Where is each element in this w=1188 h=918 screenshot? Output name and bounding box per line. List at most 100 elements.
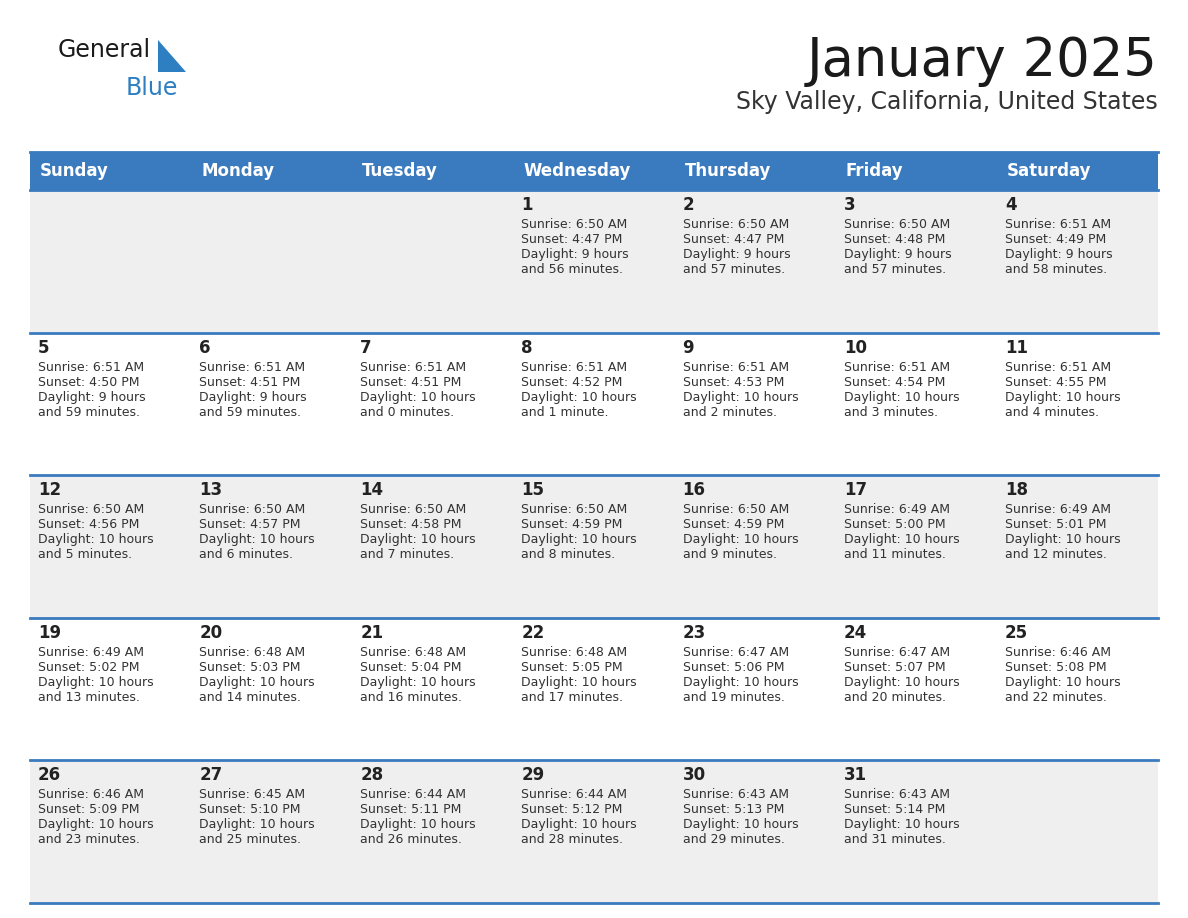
- Text: Sunrise: 6:48 AM: Sunrise: 6:48 AM: [360, 645, 467, 659]
- Text: Daylight: 10 hours: Daylight: 10 hours: [683, 533, 798, 546]
- Text: and 7 minutes.: and 7 minutes.: [360, 548, 455, 561]
- Text: 22: 22: [522, 624, 544, 642]
- Text: Daylight: 10 hours: Daylight: 10 hours: [38, 819, 153, 832]
- Text: and 22 minutes.: and 22 minutes.: [1005, 691, 1107, 704]
- Text: and 9 minutes.: and 9 minutes.: [683, 548, 777, 561]
- Text: and 0 minutes.: and 0 minutes.: [360, 406, 455, 419]
- Text: and 23 minutes.: and 23 minutes.: [38, 834, 140, 846]
- Text: Sunrise: 6:49 AM: Sunrise: 6:49 AM: [1005, 503, 1111, 516]
- Text: Sunset: 5:10 PM: Sunset: 5:10 PM: [200, 803, 301, 816]
- Text: Sunset: 4:51 PM: Sunset: 4:51 PM: [200, 375, 301, 388]
- Text: 19: 19: [38, 624, 61, 642]
- Text: Daylight: 10 hours: Daylight: 10 hours: [522, 819, 637, 832]
- Text: Sunrise: 6:50 AM: Sunrise: 6:50 AM: [522, 503, 627, 516]
- Text: Sunrise: 6:50 AM: Sunrise: 6:50 AM: [200, 503, 305, 516]
- Text: Daylight: 9 hours: Daylight: 9 hours: [522, 248, 630, 261]
- Text: and 19 minutes.: and 19 minutes.: [683, 691, 784, 704]
- Text: Thursday: Thursday: [684, 162, 771, 180]
- Text: Sunrise: 6:51 AM: Sunrise: 6:51 AM: [1005, 361, 1111, 374]
- Text: Daylight: 10 hours: Daylight: 10 hours: [200, 533, 315, 546]
- Text: 9: 9: [683, 339, 694, 356]
- Bar: [513, 152, 675, 190]
- Text: Sunrise: 6:50 AM: Sunrise: 6:50 AM: [38, 503, 144, 516]
- Text: Sunset: 4:59 PM: Sunset: 4:59 PM: [522, 518, 623, 532]
- Text: Sunset: 4:47 PM: Sunset: 4:47 PM: [522, 233, 623, 246]
- Text: Daylight: 10 hours: Daylight: 10 hours: [38, 533, 153, 546]
- Text: 2: 2: [683, 196, 694, 214]
- Text: Sunrise: 6:46 AM: Sunrise: 6:46 AM: [38, 789, 144, 801]
- Text: Sunset: 5:06 PM: Sunset: 5:06 PM: [683, 661, 784, 674]
- Text: Daylight: 9 hours: Daylight: 9 hours: [843, 248, 952, 261]
- Text: and 16 minutes.: and 16 minutes.: [360, 691, 462, 704]
- Bar: [353, 152, 513, 190]
- Text: and 8 minutes.: and 8 minutes.: [522, 548, 615, 561]
- Text: Sunset: 5:01 PM: Sunset: 5:01 PM: [1005, 518, 1106, 532]
- Text: and 59 minutes.: and 59 minutes.: [200, 406, 301, 419]
- Bar: [835, 152, 997, 190]
- Text: Sunset: 5:03 PM: Sunset: 5:03 PM: [200, 661, 301, 674]
- Text: Sunset: 4:50 PM: Sunset: 4:50 PM: [38, 375, 139, 388]
- Text: and 6 minutes.: and 6 minutes.: [200, 548, 293, 561]
- Text: Sunset: 5:09 PM: Sunset: 5:09 PM: [38, 803, 139, 816]
- Text: Sunrise: 6:45 AM: Sunrise: 6:45 AM: [200, 789, 305, 801]
- Text: Daylight: 10 hours: Daylight: 10 hours: [1005, 533, 1120, 546]
- Text: 20: 20: [200, 624, 222, 642]
- Text: and 57 minutes.: and 57 minutes.: [843, 263, 946, 276]
- Text: Daylight: 10 hours: Daylight: 10 hours: [360, 390, 476, 404]
- Text: Daylight: 10 hours: Daylight: 10 hours: [683, 390, 798, 404]
- Text: 13: 13: [200, 481, 222, 499]
- Text: 21: 21: [360, 624, 384, 642]
- Text: Sunrise: 6:44 AM: Sunrise: 6:44 AM: [360, 789, 466, 801]
- Text: Daylight: 10 hours: Daylight: 10 hours: [683, 676, 798, 688]
- Text: 29: 29: [522, 767, 544, 784]
- Text: Sunrise: 6:50 AM: Sunrise: 6:50 AM: [522, 218, 627, 231]
- Text: and 5 minutes.: and 5 minutes.: [38, 548, 132, 561]
- Text: Sunset: 5:04 PM: Sunset: 5:04 PM: [360, 661, 462, 674]
- Text: Sunrise: 6:50 AM: Sunrise: 6:50 AM: [360, 503, 467, 516]
- Text: and 29 minutes.: and 29 minutes.: [683, 834, 784, 846]
- Text: Daylight: 10 hours: Daylight: 10 hours: [200, 819, 315, 832]
- Text: and 26 minutes.: and 26 minutes.: [360, 834, 462, 846]
- Text: Sunrise: 6:47 AM: Sunrise: 6:47 AM: [843, 645, 950, 659]
- Text: Daylight: 10 hours: Daylight: 10 hours: [522, 533, 637, 546]
- Text: and 57 minutes.: and 57 minutes.: [683, 263, 785, 276]
- Text: Sunrise: 6:49 AM: Sunrise: 6:49 AM: [843, 503, 949, 516]
- Text: Daylight: 10 hours: Daylight: 10 hours: [200, 676, 315, 688]
- Text: Sunset: 4:52 PM: Sunset: 4:52 PM: [522, 375, 623, 388]
- Text: Daylight: 9 hours: Daylight: 9 hours: [683, 248, 790, 261]
- Text: 30: 30: [683, 767, 706, 784]
- Text: and 17 minutes.: and 17 minutes.: [522, 691, 624, 704]
- Bar: [191, 152, 353, 190]
- Text: Daylight: 9 hours: Daylight: 9 hours: [38, 390, 146, 404]
- Text: and 11 minutes.: and 11 minutes.: [843, 548, 946, 561]
- Bar: [30, 152, 191, 190]
- Text: Sunset: 5:02 PM: Sunset: 5:02 PM: [38, 661, 139, 674]
- Text: Sunset: 4:53 PM: Sunset: 4:53 PM: [683, 375, 784, 388]
- Text: 15: 15: [522, 481, 544, 499]
- Text: Sunrise: 6:51 AM: Sunrise: 6:51 AM: [843, 361, 950, 374]
- Text: Sunrise: 6:50 AM: Sunrise: 6:50 AM: [683, 503, 789, 516]
- Text: Sunrise: 6:51 AM: Sunrise: 6:51 AM: [522, 361, 627, 374]
- Polygon shape: [158, 40, 187, 72]
- Text: 14: 14: [360, 481, 384, 499]
- Text: Daylight: 10 hours: Daylight: 10 hours: [38, 676, 153, 688]
- Text: Daylight: 10 hours: Daylight: 10 hours: [522, 390, 637, 404]
- Text: and 56 minutes.: and 56 minutes.: [522, 263, 624, 276]
- Text: and 28 minutes.: and 28 minutes.: [522, 834, 624, 846]
- Text: and 13 minutes.: and 13 minutes.: [38, 691, 140, 704]
- Text: Sunset: 5:08 PM: Sunset: 5:08 PM: [1005, 661, 1106, 674]
- Text: Sky Valley, California, United States: Sky Valley, California, United States: [737, 90, 1158, 114]
- Text: Sunset: 5:05 PM: Sunset: 5:05 PM: [522, 661, 623, 674]
- Text: Sunday: Sunday: [40, 162, 109, 180]
- Text: Tuesday: Tuesday: [362, 162, 438, 180]
- Text: General: General: [58, 38, 151, 62]
- Text: Daylight: 10 hours: Daylight: 10 hours: [843, 676, 960, 688]
- Text: Sunrise: 6:43 AM: Sunrise: 6:43 AM: [843, 789, 949, 801]
- Text: Saturday: Saturday: [1007, 162, 1092, 180]
- Text: Sunset: 4:49 PM: Sunset: 4:49 PM: [1005, 233, 1106, 246]
- Text: Sunrise: 6:48 AM: Sunrise: 6:48 AM: [200, 645, 305, 659]
- Text: Sunrise: 6:51 AM: Sunrise: 6:51 AM: [200, 361, 305, 374]
- Text: Sunset: 5:11 PM: Sunset: 5:11 PM: [360, 803, 462, 816]
- Bar: [30, 190, 1158, 332]
- Bar: [997, 152, 1158, 190]
